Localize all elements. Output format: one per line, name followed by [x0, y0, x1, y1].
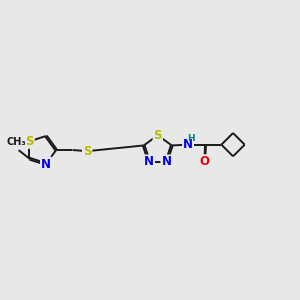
- Text: O: O: [199, 155, 209, 168]
- Text: N: N: [144, 155, 154, 168]
- Text: N: N: [183, 138, 193, 151]
- Text: S: S: [25, 135, 34, 148]
- Text: H: H: [187, 134, 195, 143]
- Text: N: N: [161, 155, 171, 168]
- Text: S: S: [83, 145, 92, 158]
- Text: CH₃: CH₃: [7, 137, 26, 147]
- Text: N: N: [41, 158, 51, 170]
- Text: S: S: [154, 129, 162, 142]
